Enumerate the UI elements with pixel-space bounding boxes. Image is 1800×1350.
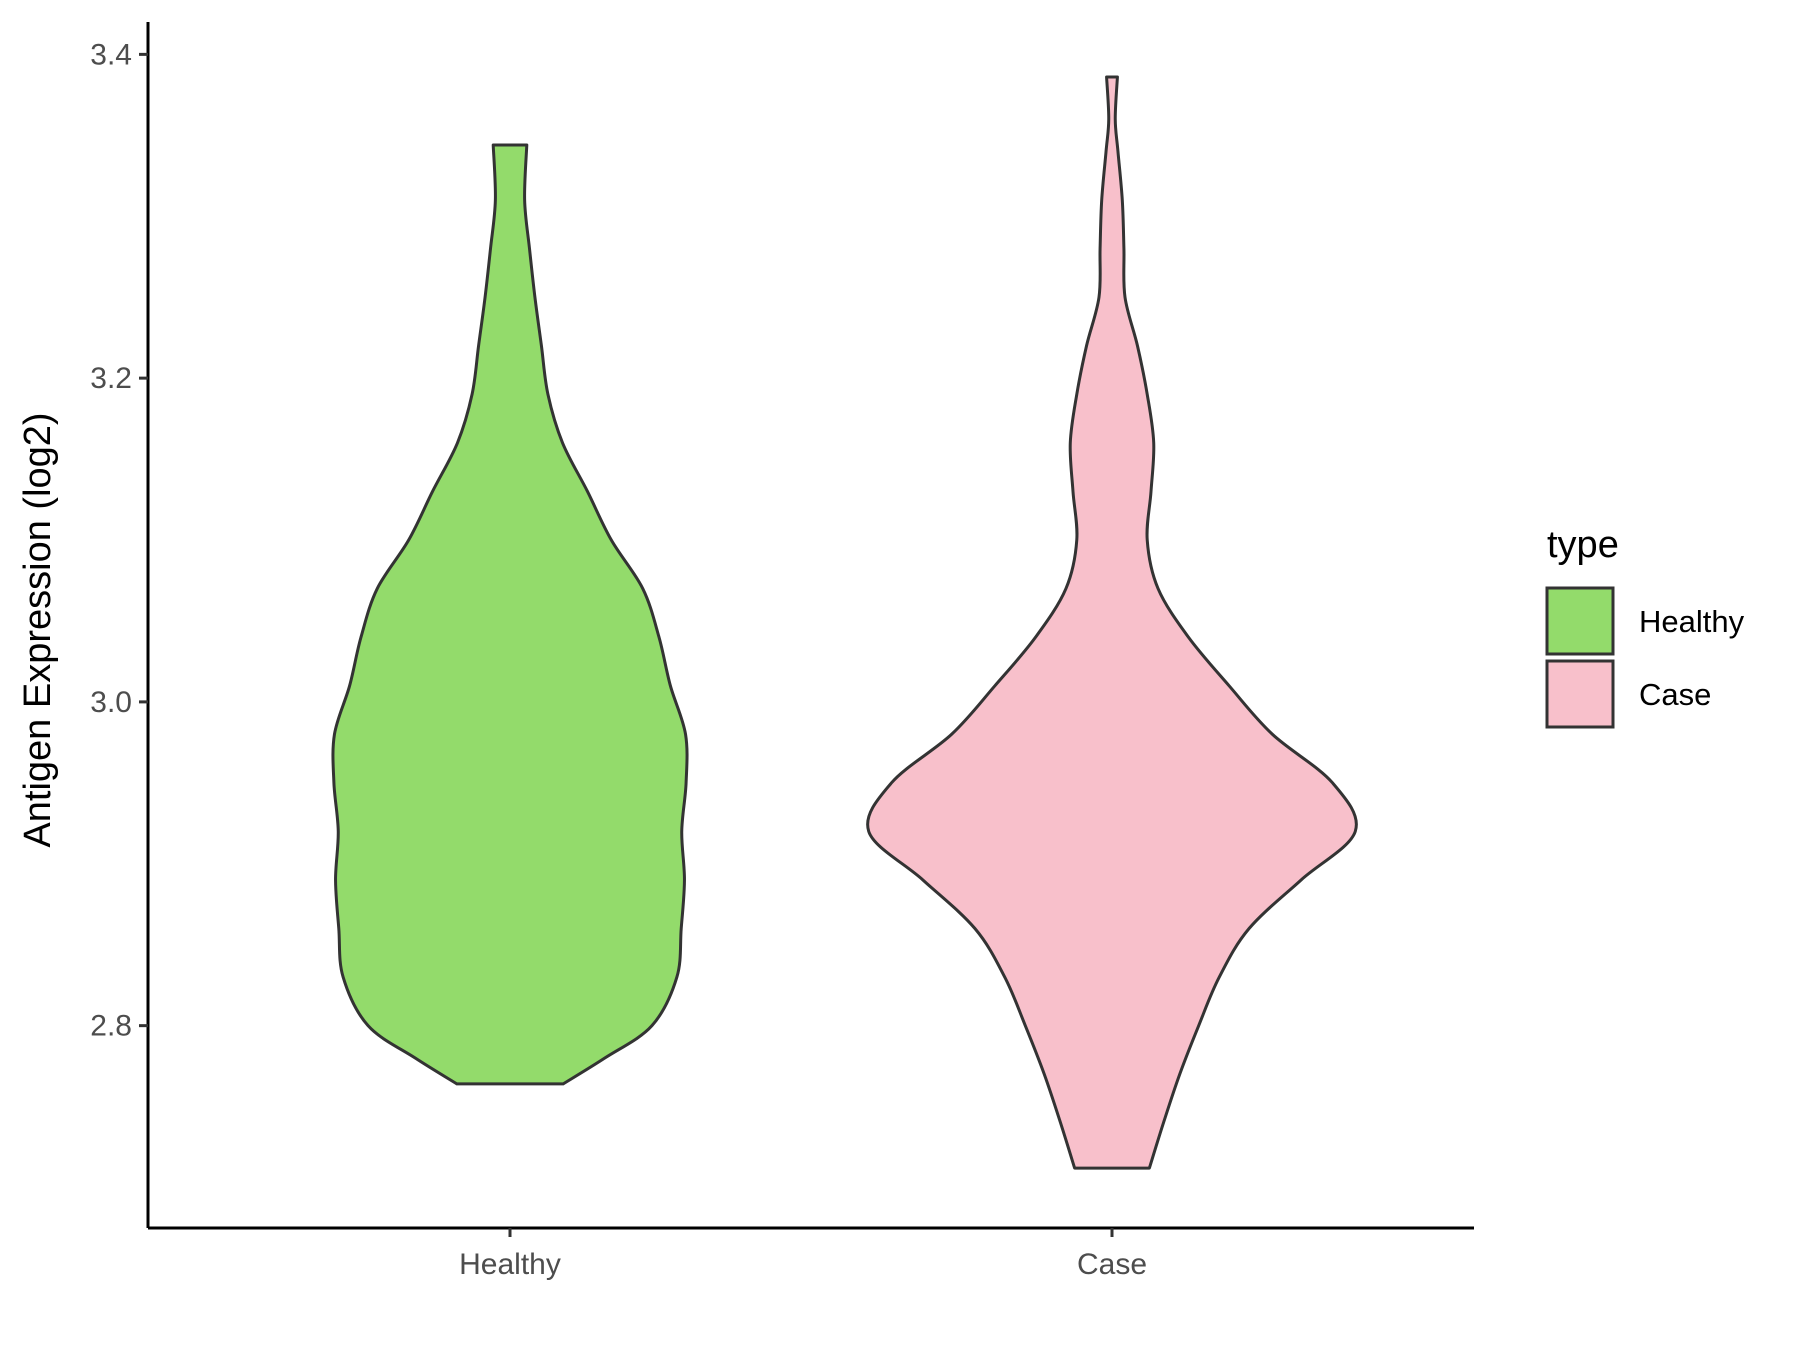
legend-key-case: [1545, 659, 1615, 729]
legend-key-healthy: [1545, 586, 1615, 656]
legend-label-case: Case: [1639, 677, 1711, 712]
x-tick-label: Healthy: [459, 1248, 561, 1281]
y-tick-label: 3.0: [90, 686, 132, 719]
x-tick-label: Case: [1077, 1248, 1147, 1281]
legend: type Healthy Case: [1545, 524, 1745, 729]
legend-label-healthy: Healthy: [1639, 604, 1745, 639]
y-axis: 2.8 3.0 3.2 3.4: [90, 22, 150, 1228]
y-tick-label: 2.8: [90, 1010, 132, 1043]
y-tick-label: 3.2: [90, 362, 132, 395]
violins: [331, 75, 1358, 1170]
legend-title: type: [1547, 524, 1619, 566]
y-axis-title: Antigen Expression (log2): [17, 412, 59, 847]
violin-healthy: [331, 143, 689, 1086]
violin-case: [866, 75, 1358, 1170]
x-axis: Healthy Case: [148, 1226, 1474, 1281]
y-tick-label: 3.4: [90, 38, 132, 71]
